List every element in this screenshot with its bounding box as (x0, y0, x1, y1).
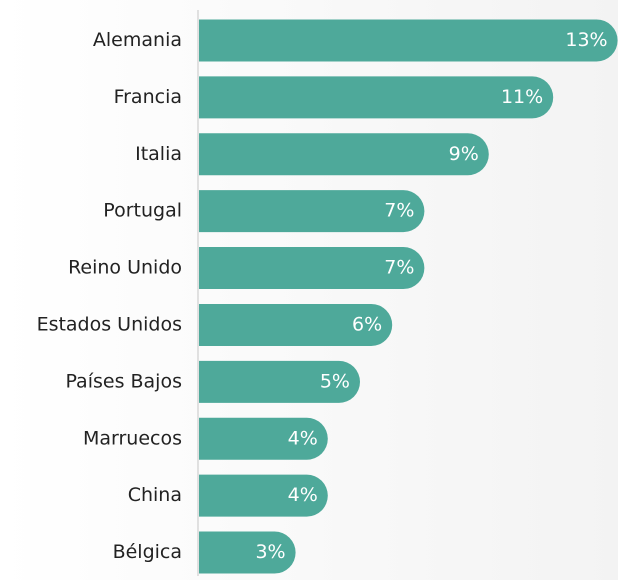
value-label: 5% (320, 370, 350, 392)
category-label: Reino Unido (68, 257, 182, 279)
bar (199, 303, 393, 346)
value-label: 11% (501, 86, 543, 108)
category-label: China (128, 484, 182, 506)
bar (199, 531, 296, 574)
category-label: Portugal (103, 200, 182, 222)
value-label: 4% (288, 427, 318, 449)
category-label: Francia (114, 86, 182, 108)
value-label: 7% (384, 257, 414, 279)
category-label: Alemania (93, 29, 182, 51)
category-label: Italia (135, 143, 182, 165)
category-label: Estados Unidos (37, 313, 182, 335)
bar (199, 19, 618, 62)
bar (199, 76, 554, 119)
category-label: Bélgica (113, 541, 182, 563)
bar (199, 474, 328, 517)
category-label: Marruecos (83, 427, 182, 449)
bar (199, 417, 328, 460)
value-label: 6% (352, 313, 382, 335)
value-label: 7% (384, 200, 414, 222)
bar (199, 247, 425, 290)
value-label: 4% (288, 484, 318, 506)
bar (199, 190, 425, 233)
category-label: Países Bajos (65, 370, 182, 392)
value-label: 13% (565, 29, 607, 51)
value-label: 3% (255, 541, 285, 563)
bar (199, 360, 360, 403)
value-label: 9% (449, 143, 479, 165)
bar (199, 133, 489, 176)
